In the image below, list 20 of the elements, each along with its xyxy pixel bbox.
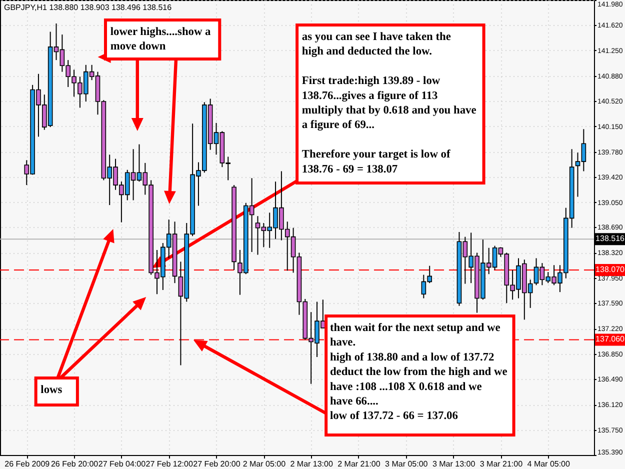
x-tick-label: 2 Mar 13:00: [290, 460, 334, 468]
x-tick-label: 3 Mar 13:00: [432, 460, 476, 468]
ref-line-label: 137.060: [596, 334, 625, 344]
x-tick-label: 2 Mar 21:00: [338, 460, 381, 468]
x-tick-label: 27 Feb 04:00: [98, 460, 146, 468]
annotation: lower highs....show a move down: [110, 26, 212, 53]
x-tick-label: 2 Mar 05:00: [242, 460, 286, 468]
x-tick-label: 26 Feb 2009: [4, 460, 50, 468]
x-tick-label: 3 Mar 05:00: [385, 460, 428, 468]
annotation: lows: [40, 384, 63, 396]
x-tick-label: 27 Feb 12:00: [146, 460, 194, 468]
text: as you can see I have taken the high and deducted the low. First trade:high 139.89 - low 138.76...gives a figure of 113 multiply that by 0.618 and you have a figure of 69... Therefore your target is low of 138.76 - 69 = 138.07: [302, 31, 476, 176]
x-tick-label: 27 Feb 20:00: [193, 460, 241, 468]
ref-line-label: 138.070: [596, 264, 625, 274]
x-tick-label: 3 Mar 21:00: [480, 460, 524, 468]
annotation: then wait for the next setup and we have. high of 138.80 and a low of 137.72 deduct the low from the high and we have :108 ...108 X 0.618 and we have 66.... low of 137.72 - 66 = 137.06: [330, 322, 508, 422]
x-tick-label: 26 Feb 20:00: [50, 460, 99, 468]
x-tick-label: 4 Mar 05:00: [527, 460, 570, 468]
ref-line-label: 138.516: [596, 234, 625, 244]
chart-title: GBPJPY,H1 138.880 138.903 138.496 138.516: [4, 3, 172, 12]
